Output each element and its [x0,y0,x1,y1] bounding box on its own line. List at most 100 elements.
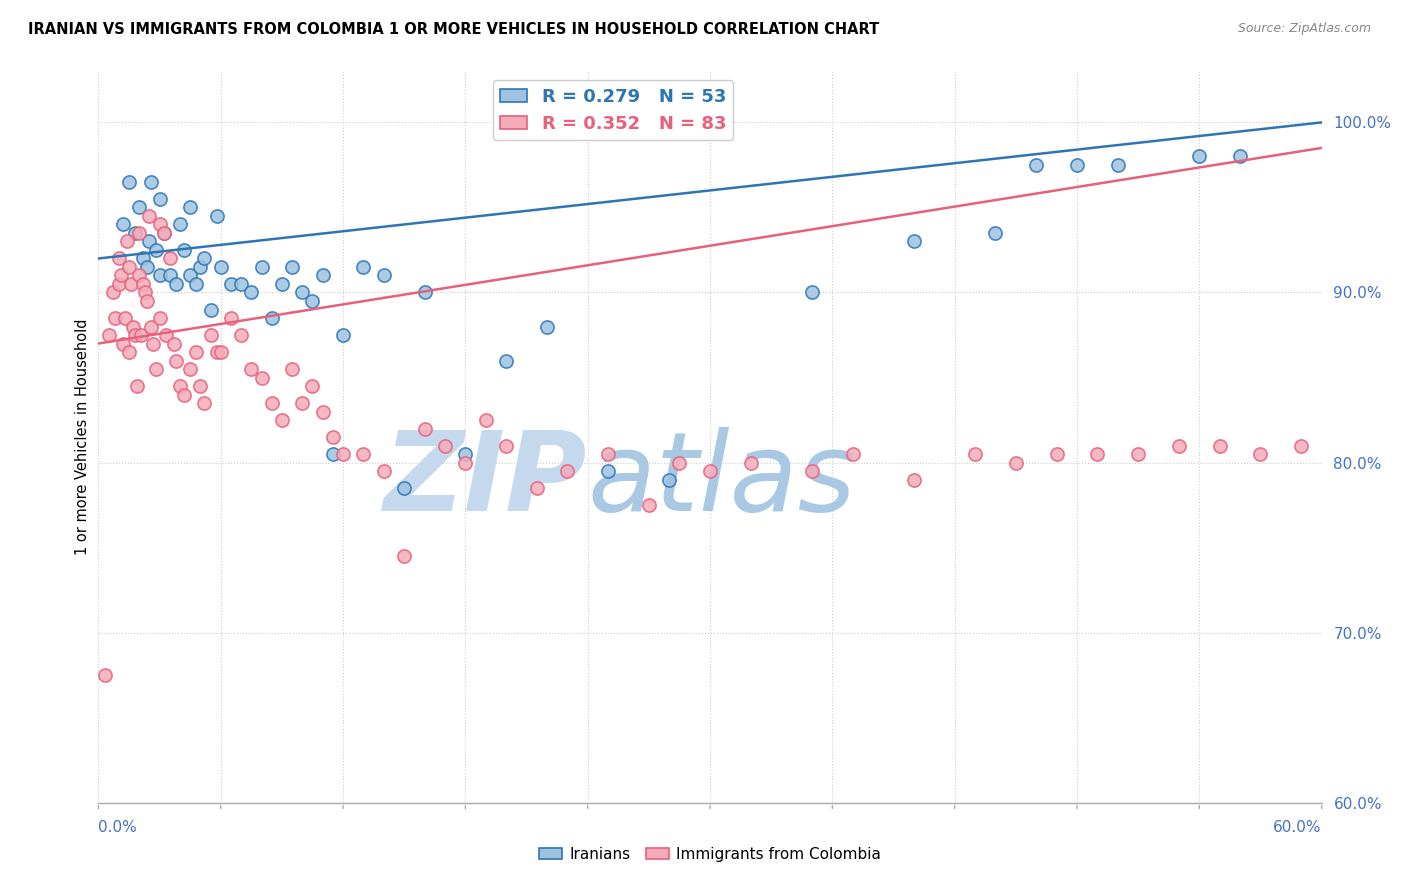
Point [186,345,208,359]
Point [596,464,619,478]
Point [145,243,167,257]
Point [260,396,283,410]
Point [801,285,824,300]
Point [205,345,228,359]
Point [149,311,172,326]
Point [231,328,253,343]
Point [260,311,283,326]
Point [1188,149,1211,163]
Point [169,379,191,393]
Point [118,175,141,189]
Point [322,447,344,461]
Point [193,396,215,410]
Text: IRANIAN VS IMMIGRANTS FROM COLOMBIA 1 OR MORE VEHICLES IN HOUSEHOLD CORRELATION : IRANIAN VS IMMIGRANTS FROM COLOMBIA 1 OR… [28,22,879,37]
Point [322,430,344,444]
Point [142,336,165,351]
Point [141,175,163,189]
Point [132,252,155,266]
Point [129,328,152,343]
Point [240,362,263,376]
Point [118,345,141,359]
Point [903,235,925,249]
Point [163,336,186,351]
Point [136,293,159,308]
Point [209,345,232,359]
Point [188,379,212,393]
Point [149,268,172,283]
Point [413,421,436,435]
Point [250,260,273,274]
Point [108,252,131,266]
Point [138,235,160,249]
Point [219,277,242,291]
Point [152,226,174,240]
Point [149,192,172,206]
Point [373,268,395,283]
Point [903,473,925,487]
Point [352,447,374,461]
Point [1025,158,1047,172]
Point [1291,439,1313,453]
Point [250,370,273,384]
Point [128,201,150,215]
Point [454,447,477,461]
Point [124,328,146,343]
Point [1004,456,1026,470]
Point [1372,439,1395,453]
Point [332,328,354,343]
Point [155,328,177,343]
Point [352,260,374,274]
Point [179,362,201,376]
Point [165,277,187,291]
Point [145,362,167,376]
Point [526,481,548,495]
Point [1249,447,1271,461]
Point [101,285,124,300]
Y-axis label: 1 or more Vehicles in Household: 1 or more Vehicles in Household [75,318,90,556]
Point [474,413,498,427]
Point [134,285,156,300]
Point [637,498,661,512]
Point [1208,439,1232,453]
Point [270,277,294,291]
Text: Source: ZipAtlas.com: Source: ZipAtlas.com [1237,22,1371,36]
Point [115,235,138,249]
Point [668,456,690,470]
Point [209,260,232,274]
Point [596,447,619,461]
Point [281,362,304,376]
Point [179,268,201,283]
Point [111,218,134,232]
Point [312,268,335,283]
Point [186,277,208,291]
Point [536,319,558,334]
Point [291,396,314,410]
Point [114,311,136,326]
Point [1167,439,1189,453]
Point [495,439,517,453]
Text: 0.0%: 0.0% [98,820,138,835]
Point [120,277,142,291]
Point [149,218,172,232]
Point [1330,447,1353,461]
Point [127,379,149,393]
Point [332,447,354,461]
Point [433,439,456,453]
Legend: Iranians, Immigrants from Colombia: Iranians, Immigrants from Colombia [533,841,887,868]
Point [373,464,395,478]
Point [984,226,1007,240]
Point [301,379,323,393]
Point [301,293,323,308]
Point [108,277,131,291]
Point [97,328,120,343]
Point [1107,158,1129,172]
Point [205,209,228,223]
Point [231,277,253,291]
Point [159,268,181,283]
Point [240,285,263,300]
Point [118,260,141,274]
Point [699,464,721,478]
Point [138,209,160,223]
Point [169,218,191,232]
Point [104,311,127,326]
